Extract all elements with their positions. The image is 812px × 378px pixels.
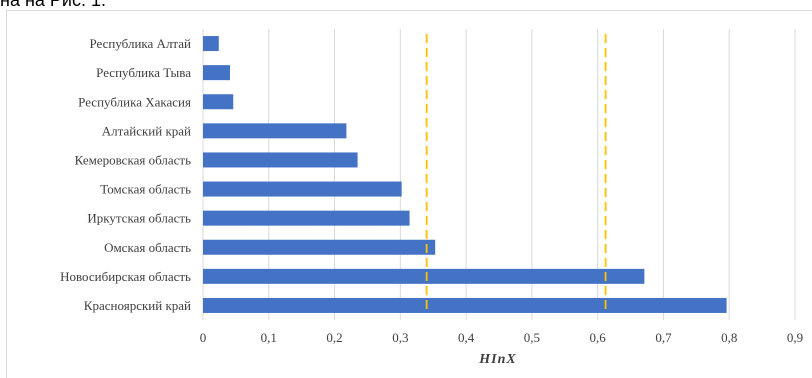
bar	[203, 36, 219, 52]
bar	[203, 268, 645, 284]
bar	[203, 94, 234, 110]
bar	[203, 239, 436, 255]
caption-fragment: на на Рис. 1.	[0, 0, 106, 10]
bar	[203, 297, 727, 313]
x-tick-label: 0,6	[590, 330, 607, 345]
category-label: Республика Тыва	[96, 65, 191, 80]
category-label: Красноярский край	[84, 298, 191, 313]
x-tick-label: 0	[200, 330, 207, 345]
category-label: Томская область	[100, 182, 191, 197]
category-label: Республика Алтай	[89, 36, 191, 51]
x-tick-label: 0,8	[721, 330, 737, 345]
x-tick-label: 0,7	[655, 330, 672, 345]
reference-lines	[425, 34, 607, 313]
x-tick-label: 0,1	[261, 330, 277, 345]
bar	[203, 210, 410, 226]
category-label: Кемеровская область	[75, 152, 191, 167]
bar	[203, 152, 358, 168]
x-tick-label: 0,9	[787, 330, 803, 345]
bars	[203, 36, 727, 313]
x-tick-labels: 0 0,1 0,2 0,3 0,4 0,5 0,6 0,7 0,8 0,9	[200, 330, 803, 345]
bar	[203, 65, 230, 81]
category-label: Иркутская область	[87, 211, 191, 226]
x-tick-label: 0,2	[326, 330, 342, 345]
x-tick-label: 0,4	[458, 330, 475, 345]
category-label: Омская область	[104, 240, 191, 255]
category-labels: Республика Алтай Республика Тыва Республик…	[60, 36, 191, 313]
category-label: Алтайский край	[102, 123, 191, 138]
bar	[203, 123, 347, 139]
x-tick-label: 0,5	[524, 330, 540, 345]
category-label: Республика Хакасия	[78, 94, 191, 109]
x-tick-label: 0,3	[392, 330, 408, 345]
x-axis-title: HInX	[478, 352, 516, 367]
bar	[203, 181, 402, 197]
chart-frame	[6, 10, 812, 378]
category-label: Новосибирская область	[60, 269, 191, 284]
